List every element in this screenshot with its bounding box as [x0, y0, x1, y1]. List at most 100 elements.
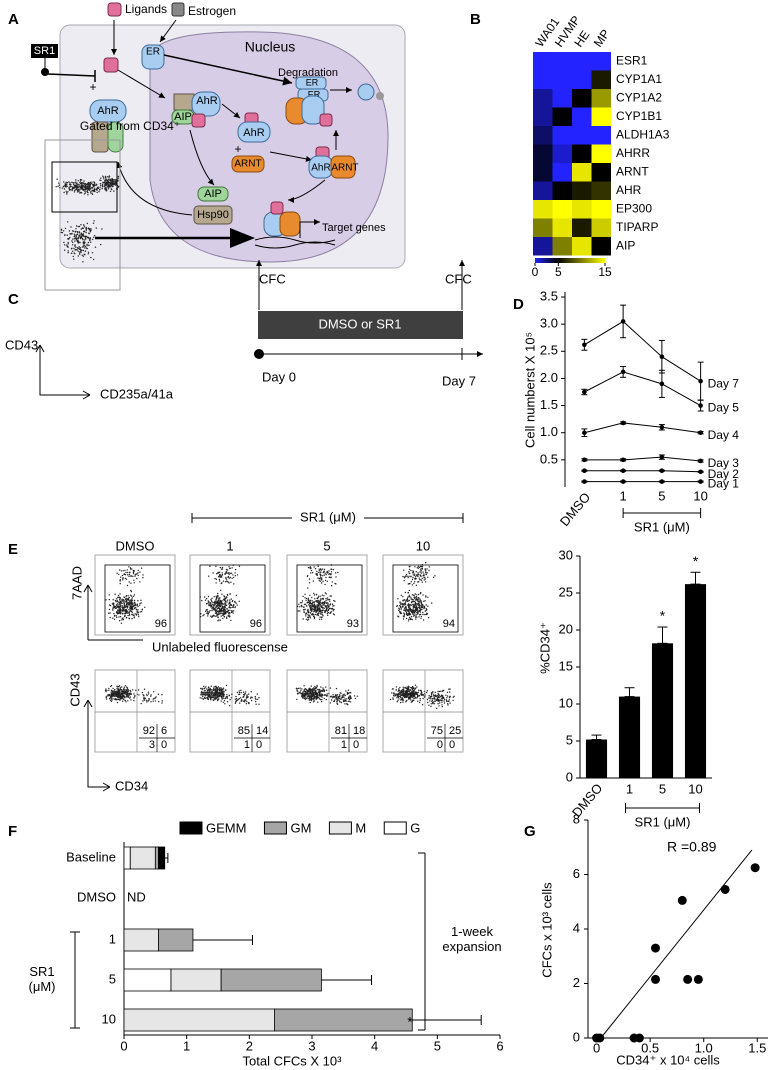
cell-event — [306, 619, 309, 621]
cell-event — [216, 573, 218, 575]
cell-event — [120, 570, 123, 572]
cell-event — [86, 245, 88, 247]
cell-event — [75, 234, 77, 236]
cell-event — [438, 705, 440, 707]
cell-event — [414, 684, 417, 686]
cell-event — [155, 696, 157, 698]
cell-event — [438, 696, 440, 699]
legend-swatch — [383, 821, 407, 835]
cell-event — [326, 580, 328, 582]
cell-event — [201, 688, 203, 691]
cell-event — [223, 690, 225, 692]
cell-event — [228, 605, 231, 607]
cell-event — [331, 695, 333, 698]
cell-event — [320, 602, 322, 604]
cell-event — [400, 691, 402, 693]
heat-cell — [591, 181, 611, 200]
cell-event — [217, 620, 219, 622]
cell-event — [418, 614, 421, 616]
cell-event — [328, 576, 331, 578]
cell-event — [408, 607, 410, 609]
cell-event — [421, 704, 424, 706]
cell-event — [316, 614, 318, 616]
cell-event — [218, 695, 220, 698]
cell-event — [216, 613, 218, 615]
cell-event — [128, 614, 131, 616]
cell-event — [426, 612, 428, 614]
category-label: Baseline — [66, 849, 116, 864]
arrow — [299, 219, 320, 238]
cell-event — [405, 687, 407, 690]
colorbar-label: 15 — [598, 265, 612, 279]
cell-event — [391, 692, 393, 694]
cell-event — [335, 576, 337, 578]
cell-event — [228, 694, 230, 697]
cell-event — [91, 183, 93, 185]
cell-event — [356, 695, 358, 697]
cell-event — [78, 184, 81, 186]
cell-event — [326, 607, 329, 609]
cell-event — [326, 695, 329, 697]
cell-event — [417, 581, 420, 583]
cell-event — [71, 188, 74, 190]
cell-event — [425, 604, 427, 606]
cell-event — [453, 695, 455, 697]
legend-swatch — [179, 821, 203, 835]
cell-event — [137, 612, 139, 614]
series-label: Day 4 — [708, 428, 740, 442]
cell-event — [320, 605, 322, 608]
cell-event — [128, 694, 131, 696]
cell-event — [206, 598, 208, 600]
cell-event — [327, 572, 329, 574]
day-label: Day 7 — [442, 373, 476, 388]
cell-event — [307, 599, 309, 601]
cell-event — [92, 238, 94, 241]
cell-event — [80, 233, 82, 236]
cell-event — [447, 704, 449, 706]
cell-event — [76, 239, 78, 241]
cell-event — [415, 618, 417, 620]
cell-event — [128, 613, 131, 615]
cell-event — [327, 606, 330, 608]
axis-arrow — [39, 345, 90, 396]
cell-event — [405, 574, 408, 576]
gate-value: 93 — [347, 618, 359, 630]
cell-event — [82, 244, 85, 246]
cell-event — [121, 605, 124, 607]
cell-event — [224, 611, 226, 614]
cell-event — [117, 688, 119, 690]
cell-event — [130, 595, 133, 597]
y-tick-label: 0.5 — [540, 451, 558, 466]
cell-event — [79, 253, 81, 255]
cfc-label: CFC — [259, 271, 286, 286]
cell-event — [296, 689, 298, 691]
cell-event — [112, 603, 115, 606]
row-label: CYP1A1 — [616, 72, 662, 86]
cell-event — [218, 698, 220, 700]
cell-event — [323, 607, 325, 609]
cell-event — [315, 573, 318, 576]
cell-event — [398, 698, 400, 700]
cell-event — [69, 233, 71, 235]
cell-event — [424, 562, 427, 564]
cell-event — [58, 182, 60, 184]
cell-event — [309, 701, 311, 704]
cell-event — [332, 605, 334, 607]
cell-event — [117, 180, 119, 182]
cell-event — [76, 186, 78, 188]
cell-event — [420, 694, 423, 696]
point — [582, 479, 587, 484]
cell-event — [394, 693, 396, 695]
cell-event — [438, 700, 440, 702]
cell-event — [77, 184, 79, 186]
cell-event — [127, 611, 129, 613]
cell-event — [61, 187, 64, 189]
cell-event — [420, 693, 422, 695]
gate-value: 96 — [250, 618, 262, 630]
cell-event — [219, 571, 221, 574]
cell-event — [223, 606, 225, 608]
cell-event — [330, 568, 333, 570]
cell-event — [321, 616, 323, 618]
cell-event — [407, 600, 409, 602]
cell-event — [445, 699, 448, 702]
